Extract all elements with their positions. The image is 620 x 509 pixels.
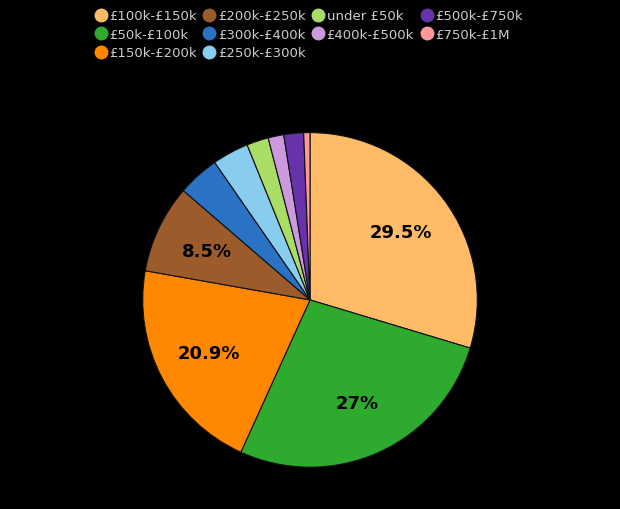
- Wedge shape: [241, 300, 470, 467]
- Text: 27%: 27%: [335, 394, 379, 413]
- Text: 20.9%: 20.9%: [178, 344, 241, 362]
- Wedge shape: [268, 135, 310, 300]
- Text: 29.5%: 29.5%: [370, 223, 433, 242]
- Wedge shape: [304, 133, 310, 300]
- Legend: £100k-£150k, £50k-£100k, £150k-£200k, £200k-£250k, £300k-£400k, £250k-£300k, und: £100k-£150k, £50k-£100k, £150k-£200k, £2…: [94, 7, 526, 64]
- Wedge shape: [145, 191, 310, 300]
- Wedge shape: [284, 133, 310, 300]
- Text: 8.5%: 8.5%: [182, 243, 232, 261]
- Wedge shape: [247, 138, 310, 300]
- Wedge shape: [184, 163, 310, 300]
- Wedge shape: [310, 133, 477, 348]
- Wedge shape: [215, 146, 310, 300]
- Wedge shape: [143, 271, 310, 453]
